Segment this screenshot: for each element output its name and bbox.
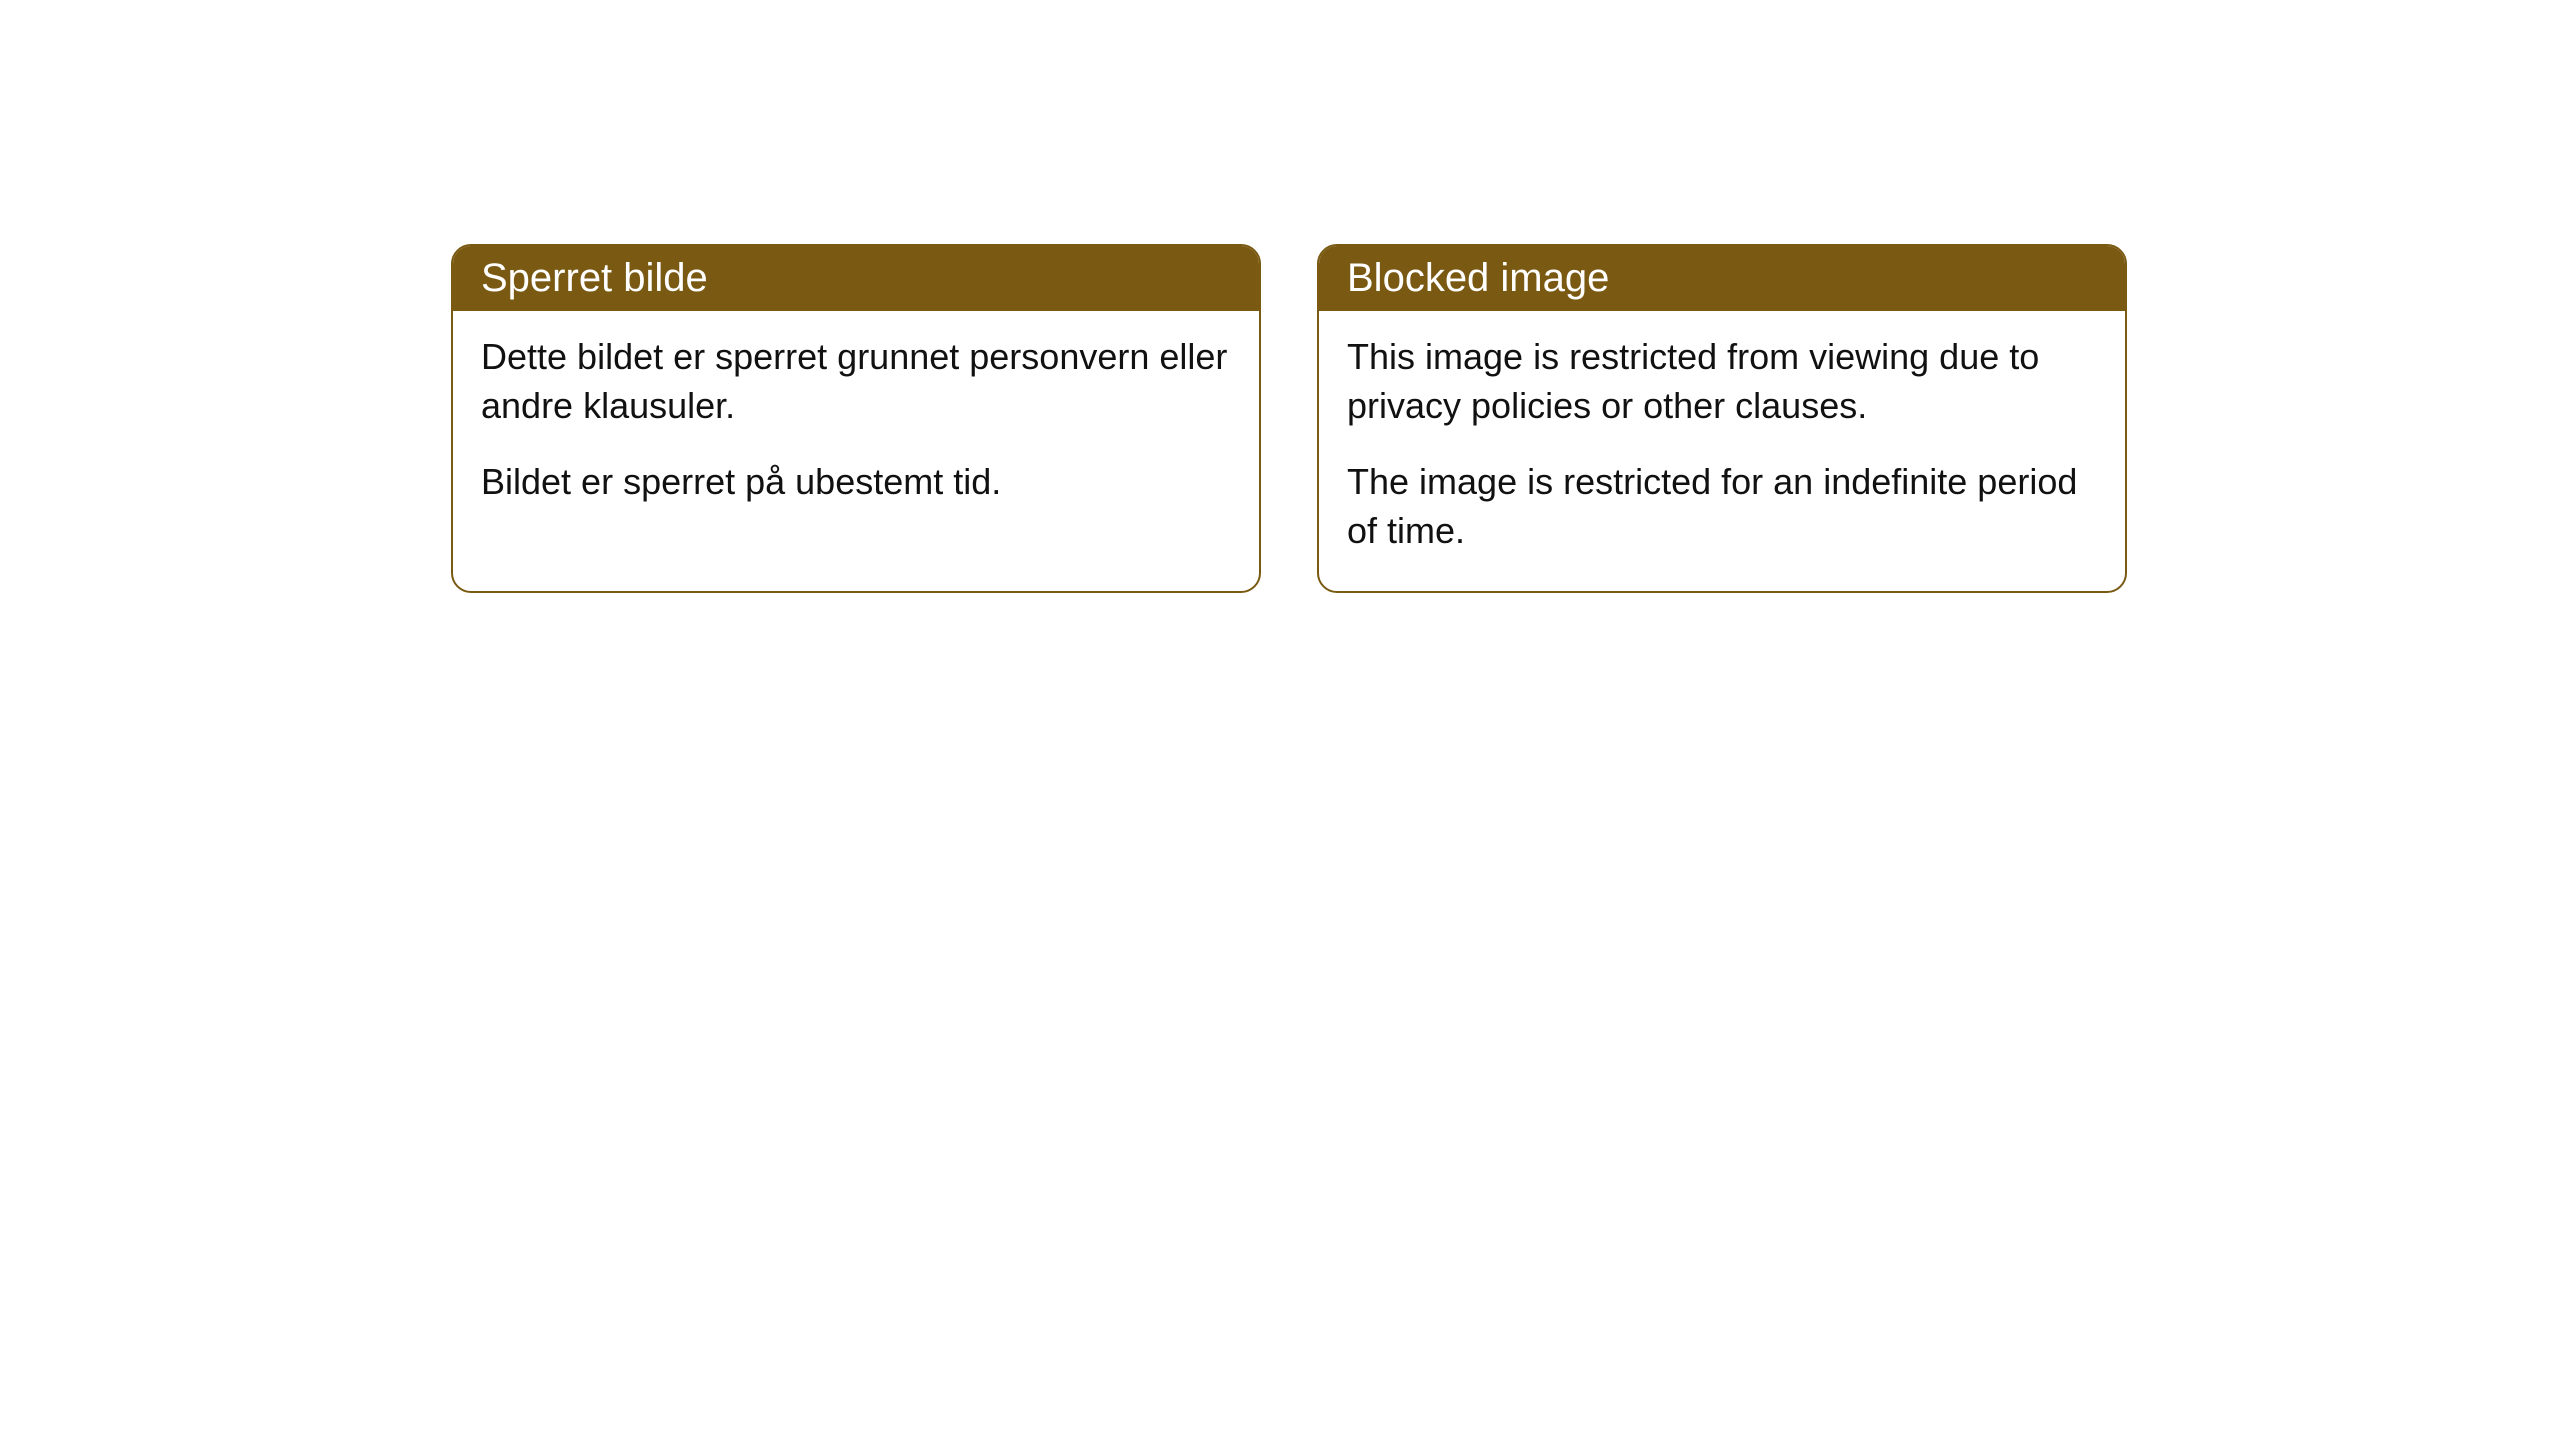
- card-body: This image is restricted from viewing du…: [1319, 311, 2125, 591]
- card-header: Sperret bilde: [453, 246, 1259, 311]
- blocked-image-card-en: Blocked image This image is restricted f…: [1317, 244, 2127, 593]
- card-paragraph: Dette bildet er sperret grunnet personve…: [481, 333, 1231, 430]
- notice-cards-container: Sperret bilde Dette bildet er sperret gr…: [451, 244, 2127, 593]
- card-title: Sperret bilde: [481, 256, 708, 300]
- blocked-image-card-no: Sperret bilde Dette bildet er sperret gr…: [451, 244, 1261, 593]
- card-body: Dette bildet er sperret grunnet personve…: [453, 311, 1259, 543]
- card-header: Blocked image: [1319, 246, 2125, 311]
- card-paragraph: Bildet er sperret på ubestemt tid.: [481, 458, 1231, 507]
- card-title: Blocked image: [1347, 256, 1609, 300]
- card-paragraph: The image is restricted for an indefinit…: [1347, 458, 2097, 555]
- card-paragraph: This image is restricted from viewing du…: [1347, 333, 2097, 430]
